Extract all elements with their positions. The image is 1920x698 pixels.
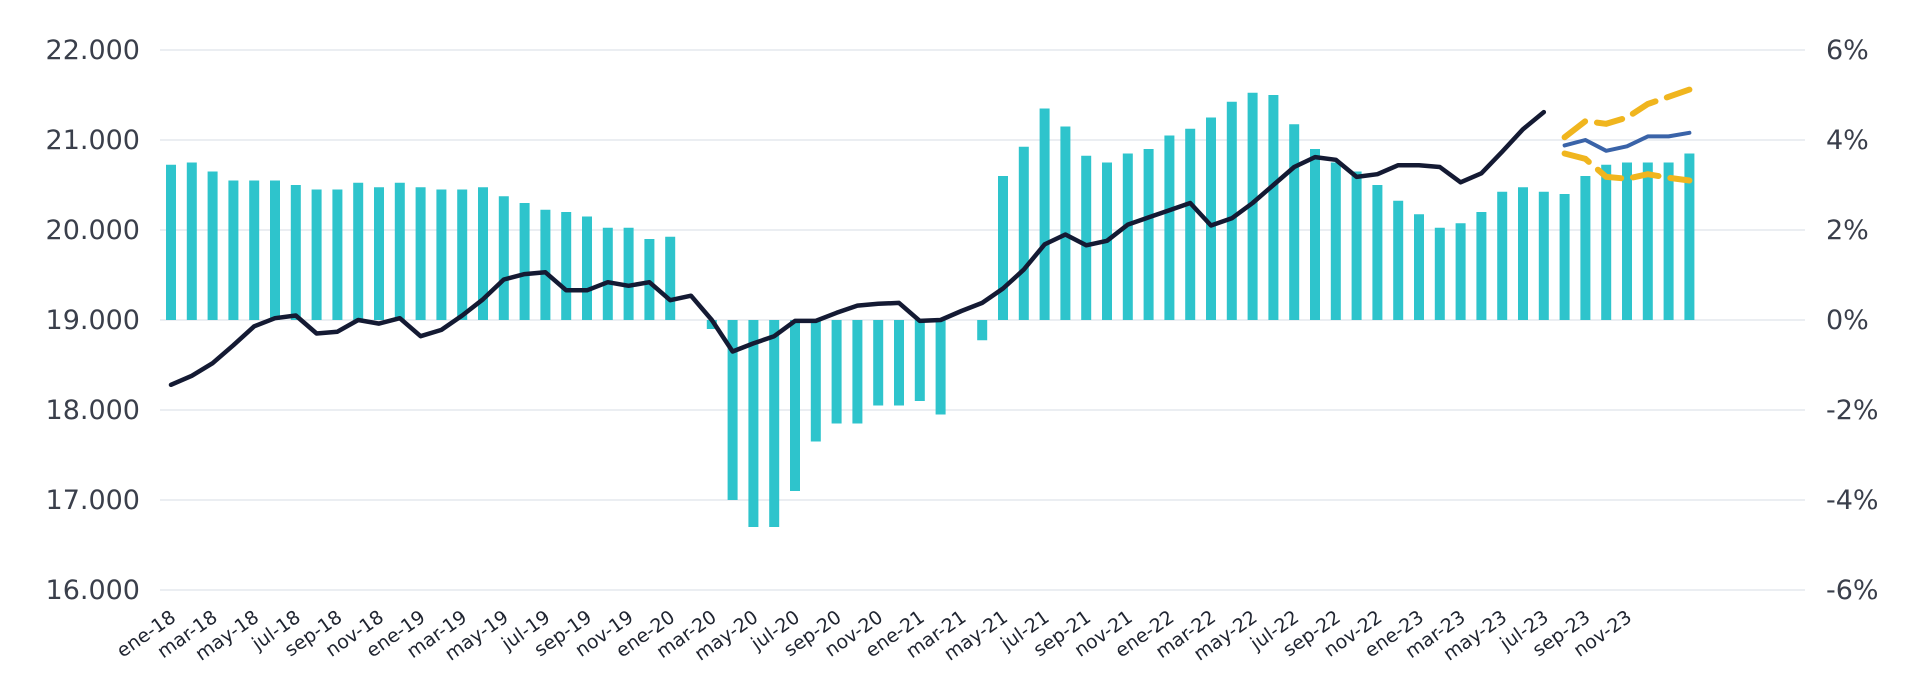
bar bbox=[665, 236, 676, 320]
bar bbox=[998, 176, 1008, 320]
bar bbox=[166, 164, 176, 320]
bar bbox=[1684, 153, 1695, 320]
right-tick-label: 6% bbox=[1826, 35, 1869, 66]
bar bbox=[1226, 101, 1237, 320]
left-tick-label: 20.000 bbox=[46, 215, 140, 246]
forecast-line bbox=[1562, 130, 1692, 153]
bar bbox=[1122, 153, 1133, 320]
bar bbox=[1372, 185, 1383, 320]
bar bbox=[353, 182, 364, 320]
bar bbox=[457, 189, 468, 320]
bar bbox=[1601, 164, 1612, 320]
bar bbox=[706, 320, 717, 329]
bar bbox=[290, 185, 301, 320]
bar bbox=[1268, 95, 1279, 320]
bar bbox=[873, 320, 884, 406]
bar bbox=[1247, 92, 1258, 320]
bar bbox=[810, 320, 821, 442]
bar-series-growth bbox=[166, 92, 1695, 527]
bar bbox=[1622, 162, 1632, 320]
bar bbox=[1164, 135, 1175, 320]
bar bbox=[478, 187, 488, 320]
bar bbox=[769, 320, 780, 527]
bar bbox=[790, 320, 800, 491]
left-axis-labels: 16.000 17.000 18.000 19.000 20.000 21.000 22.0… bbox=[46, 35, 140, 606]
forecast-lower-bound bbox=[1561, 150, 1693, 184]
bar bbox=[1476, 212, 1487, 320]
right-tick-label: -6% bbox=[1826, 575, 1879, 606]
bar bbox=[1393, 200, 1404, 320]
bar bbox=[1143, 149, 1154, 320]
bar bbox=[415, 187, 426, 320]
bar bbox=[498, 196, 509, 320]
bar bbox=[894, 320, 904, 406]
left-tick-label: 21.000 bbox=[46, 125, 140, 156]
bar bbox=[374, 187, 384, 320]
bar bbox=[1414, 214, 1424, 320]
bar bbox=[748, 320, 759, 527]
bar bbox=[1206, 117, 1216, 320]
right-axis-labels: -6% -4% -2% 0% 2% 4% 6% bbox=[1826, 35, 1879, 606]
bar bbox=[1330, 162, 1341, 320]
left-tick-label: 22.000 bbox=[46, 35, 140, 66]
bar bbox=[602, 227, 613, 320]
bar bbox=[1538, 191, 1549, 320]
right-tick-label: -2% bbox=[1826, 395, 1879, 426]
bar bbox=[935, 320, 946, 415]
bar bbox=[1663, 162, 1674, 320]
bar bbox=[582, 216, 592, 320]
bar bbox=[1185, 128, 1196, 320]
bar bbox=[228, 180, 239, 320]
bar bbox=[1060, 126, 1071, 320]
actual-series-line bbox=[168, 109, 1547, 388]
bar bbox=[1455, 223, 1466, 320]
bar bbox=[1351, 171, 1362, 320]
bar bbox=[1642, 162, 1653, 320]
bar bbox=[270, 180, 280, 320]
bar bbox=[1018, 146, 1029, 320]
bar bbox=[519, 203, 530, 320]
actual-line bbox=[168, 109, 1547, 388]
bar bbox=[831, 320, 842, 424]
bar bbox=[207, 171, 218, 320]
right-tick-label: 0% bbox=[1826, 305, 1869, 336]
bar bbox=[436, 189, 447, 320]
bar bbox=[977, 320, 988, 341]
forecast-series-line bbox=[1562, 130, 1692, 153]
right-tick-label: -4% bbox=[1826, 485, 1879, 516]
bar bbox=[249, 180, 260, 320]
bar bbox=[1310, 149, 1320, 320]
x-axis-labels: ene-18mar-18may-18jul-18sep-18nov-18ene-… bbox=[113, 606, 1636, 665]
forecast-upper-bound bbox=[1561, 86, 1693, 141]
bar bbox=[727, 320, 738, 500]
bar bbox=[1497, 191, 1508, 320]
bar bbox=[1580, 176, 1591, 320]
bar bbox=[1559, 194, 1570, 320]
gridlines bbox=[160, 49, 1805, 591]
bar bbox=[1289, 124, 1300, 320]
bar bbox=[852, 320, 863, 424]
left-tick-label: 19.000 bbox=[46, 305, 140, 336]
bar bbox=[561, 212, 572, 320]
bar bbox=[186, 162, 197, 320]
bar bbox=[311, 189, 322, 320]
left-tick-label: 18.000 bbox=[46, 395, 140, 426]
bar bbox=[1434, 227, 1445, 320]
bar bbox=[540, 209, 551, 320]
right-tick-label: 2% bbox=[1826, 215, 1869, 246]
bar bbox=[1081, 155, 1092, 320]
bar bbox=[1518, 187, 1528, 320]
bar bbox=[332, 189, 343, 320]
bar bbox=[644, 239, 655, 320]
bar bbox=[394, 182, 405, 320]
bar bbox=[1039, 108, 1050, 320]
left-tick-label: 16.000 bbox=[46, 575, 140, 606]
forecast-band bbox=[1561, 86, 1693, 184]
bar bbox=[623, 227, 634, 320]
bar bbox=[914, 320, 925, 401]
left-tick-label: 17.000 bbox=[46, 485, 140, 516]
right-tick-label: 4% bbox=[1826, 125, 1869, 156]
